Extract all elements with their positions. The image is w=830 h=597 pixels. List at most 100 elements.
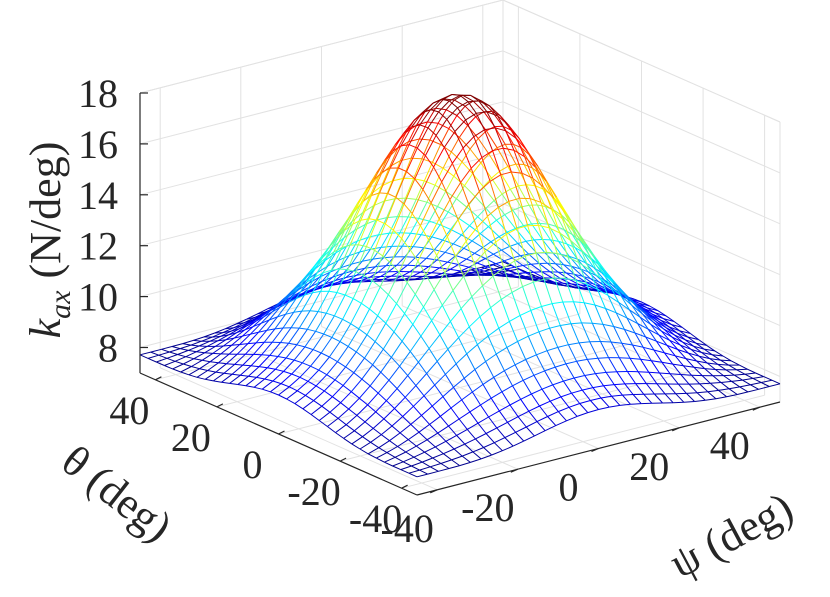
mesh-segment — [199, 361, 211, 370]
mesh-segment — [669, 339, 681, 346]
x-tick-mark — [429, 489, 438, 494]
mesh-segment — [370, 434, 382, 443]
mesh-segment — [139, 354, 149, 359]
mesh-segment — [517, 185, 530, 206]
mesh-segment — [217, 334, 229, 342]
mesh-segment — [664, 352, 674, 365]
y-tick-mark — [401, 484, 408, 489]
mesh-segment — [507, 421, 516, 433]
mesh-segment — [402, 158, 412, 179]
mesh-segment — [489, 174, 501, 182]
mesh-segment — [253, 341, 265, 355]
mesh-segment — [335, 432, 344, 439]
mesh-segment — [418, 423, 430, 433]
mesh-segment — [618, 301, 630, 311]
mesh-segment — [495, 263, 507, 270]
mesh-segment — [266, 328, 275, 331]
mesh-segment — [464, 438, 476, 445]
mesh-segment — [460, 308, 470, 328]
mesh-segment — [643, 393, 653, 404]
mesh-segment — [557, 271, 569, 280]
mesh-segment — [507, 124, 517, 139]
mesh-segment — [637, 371, 647, 384]
mesh-segment — [373, 160, 386, 180]
mesh-segment — [438, 218, 448, 238]
mesh-segment — [441, 290, 454, 306]
mesh-segment — [409, 351, 419, 363]
mesh-segment — [280, 342, 289, 344]
mesh-segment — [423, 289, 435, 308]
mesh-segment — [558, 271, 567, 274]
mesh-segment — [261, 341, 273, 356]
mesh-segment — [221, 373, 233, 383]
mesh-segment — [463, 369, 476, 379]
mesh-segment — [623, 293, 633, 306]
mesh-segment — [423, 247, 435, 251]
mesh-segment — [448, 418, 460, 427]
mesh-segment — [683, 365, 695, 368]
mesh-segment — [534, 185, 544, 190]
mesh-segment — [455, 256, 465, 277]
mesh-segment — [245, 342, 257, 355]
mesh-segment — [504, 144, 517, 165]
mesh-segment — [369, 371, 382, 387]
mesh-segment — [261, 380, 274, 390]
mesh-segment — [663, 328, 675, 336]
mesh-segment — [587, 409, 599, 414]
mesh-segment — [306, 272, 318, 281]
mesh-segment — [321, 276, 333, 282]
mesh-segment — [610, 341, 620, 358]
mesh-segment — [658, 334, 670, 341]
mesh-segment — [339, 268, 348, 271]
mesh-segment — [409, 248, 419, 262]
mesh-segment — [731, 379, 743, 382]
mesh-segment — [401, 232, 412, 247]
mesh-segment — [345, 415, 358, 426]
mesh-segment — [239, 343, 248, 345]
mesh-segment — [685, 358, 695, 368]
mesh-segment — [177, 354, 186, 358]
mesh-segment — [350, 323, 360, 330]
mesh-segment — [390, 238, 403, 264]
mesh-segment — [437, 425, 449, 434]
mesh-segment — [437, 206, 449, 213]
mesh-segment — [375, 265, 387, 268]
mesh-segment — [491, 177, 503, 195]
mesh-segment — [546, 350, 556, 368]
mesh-segment — [363, 195, 372, 202]
mesh-segment — [441, 181, 451, 200]
mesh-segment — [597, 288, 609, 296]
mesh-segment — [502, 445, 514, 452]
mesh-segment — [514, 359, 526, 366]
mesh-segment — [547, 223, 560, 242]
mesh-segment — [529, 198, 539, 226]
mesh-segment — [433, 166, 443, 183]
mesh-segment — [512, 206, 522, 211]
mesh-segment — [538, 331, 548, 351]
mesh-segment — [374, 223, 386, 251]
mesh-segment — [464, 443, 474, 453]
mesh-segment — [407, 216, 419, 219]
mesh-segment — [712, 375, 722, 383]
mesh-segment — [487, 335, 497, 355]
mesh-segment — [671, 336, 684, 343]
mesh-segment — [384, 197, 397, 225]
mesh-segment — [407, 361, 419, 376]
mesh-segment — [640, 358, 652, 362]
mesh-segment — [307, 380, 317, 387]
mesh-segment — [161, 348, 170, 353]
mesh-segment — [464, 173, 474, 186]
mesh-segment — [566, 243, 578, 260]
mesh-segment — [660, 319, 672, 326]
mesh-segment — [409, 225, 421, 250]
mesh-segment — [559, 232, 569, 258]
mesh-segment — [650, 324, 660, 336]
mesh-segment — [504, 431, 516, 439]
mesh-segment — [760, 382, 770, 387]
mesh-segment — [237, 384, 246, 387]
mesh-segment — [331, 268, 340, 271]
mesh-segment — [400, 469, 410, 474]
mesh-segment — [444, 272, 454, 291]
mesh-segment — [250, 322, 262, 335]
mesh-segment — [509, 246, 521, 257]
